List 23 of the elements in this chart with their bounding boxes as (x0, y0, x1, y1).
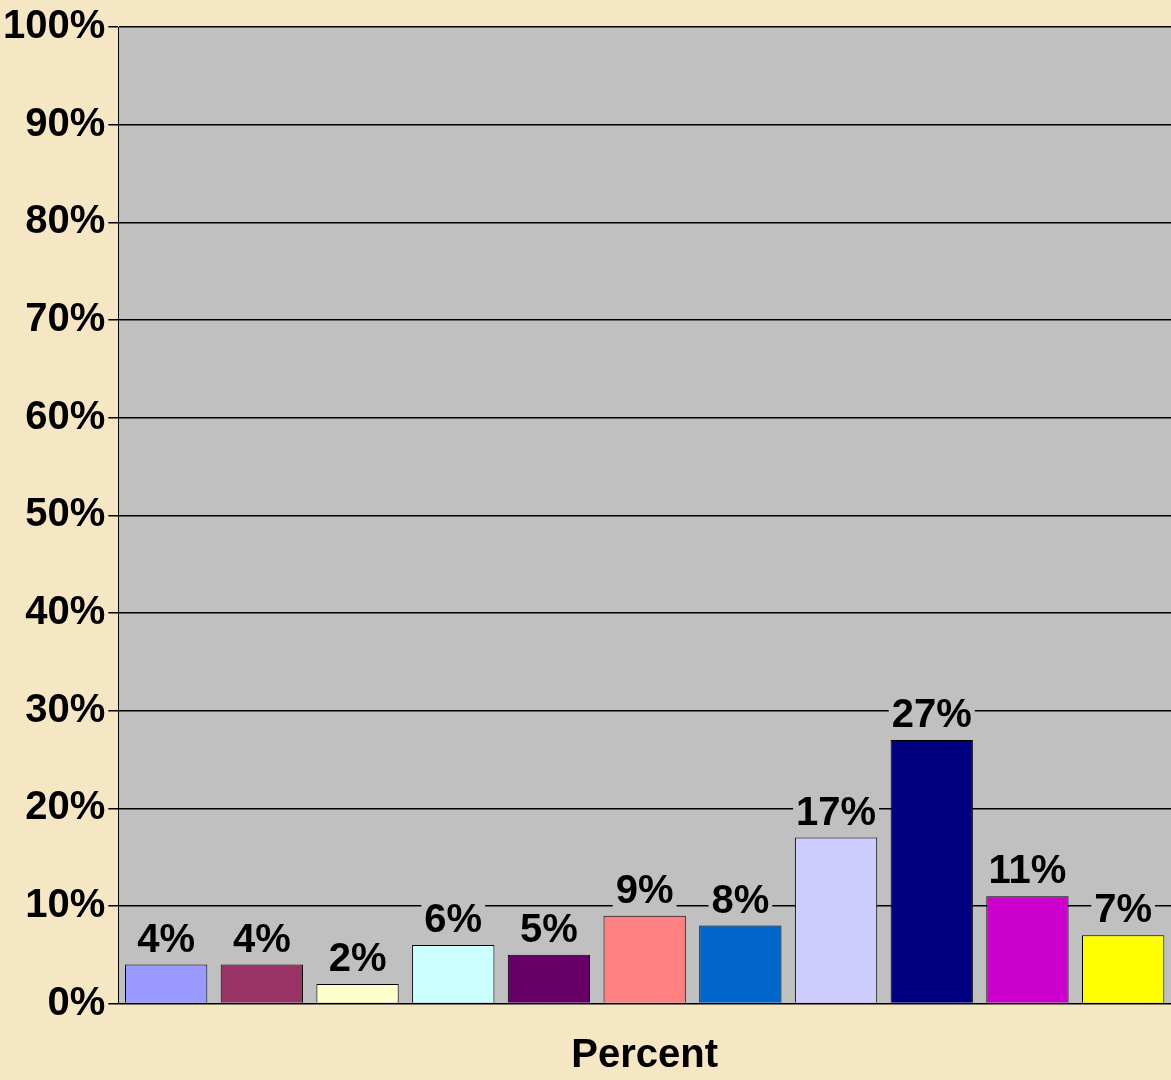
y-tick-label: 100% (2, 2, 106, 47)
x-axis-title: Percent (571, 1031, 719, 1076)
data-label: 6% (424, 896, 483, 941)
data-label: 4% (137, 915, 196, 960)
data-label: 5% (520, 905, 578, 950)
y-tick-label: 0% (47, 978, 106, 1023)
y-tick-label: 10% (25, 880, 106, 925)
y-tick-label: 40% (25, 587, 106, 632)
data-label: 7% (1094, 886, 1153, 931)
data-label: 2% (328, 935, 387, 980)
y-tick-label: 70% (25, 295, 106, 340)
data-label: 17% (796, 788, 877, 833)
data-label: 8% (711, 876, 770, 921)
y-tick-label: 90% (25, 99, 106, 144)
data-label: 9% (615, 866, 674, 911)
data-label: 4% (232, 915, 291, 960)
y-tick-label: 20% (25, 783, 106, 828)
y-tick-label: 30% (25, 685, 106, 730)
y-tick-label: 80% (25, 197, 106, 242)
data-label: 27% (891, 690, 972, 735)
data-label: 11% (988, 847, 1067, 892)
y-tick-label: 50% (25, 490, 106, 535)
y-tick-label: 60% (25, 392, 106, 437)
